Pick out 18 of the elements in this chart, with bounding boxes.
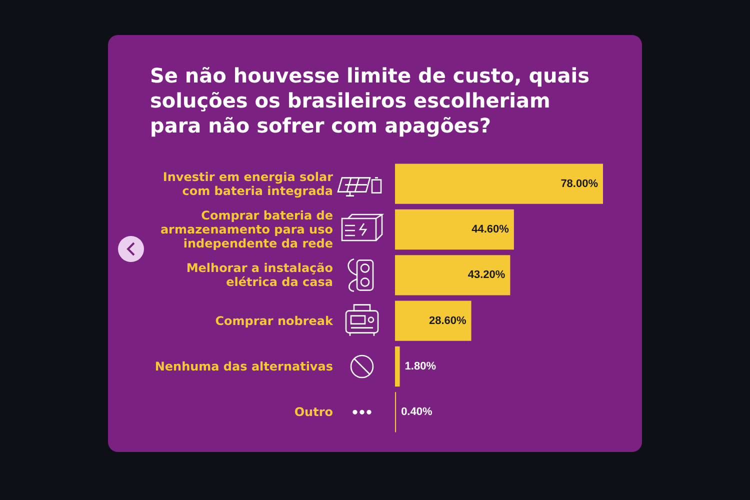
data-label: 1.80% [404, 360, 436, 372]
data-label: 28.60% [428, 314, 466, 327]
bar [395, 209, 514, 250]
y-tick-label: Comprar nobreak [215, 314, 334, 328]
chart-title: Se não houvesse limite de custo, quais soluções os brasileiros escolheriam para não sofrer com apagões? [150, 64, 590, 138]
y-tick-label: Melhorar a instalação elétrica da casa [186, 261, 333, 290]
data-label: 43.20% [468, 269, 506, 282]
data-label: 0.40% [401, 406, 432, 418]
y-tick-label: Nenhuma das alternativas [154, 360, 333, 374]
bar [395, 346, 400, 387]
y-tick-label: Investir em energia solar com bateria integrada [162, 170, 334, 198]
y-tick-label: Comprar bateria de armazenamento para uso independente da rede [160, 208, 333, 250]
data-label: 44.60% [472, 224, 510, 236]
data-label: 78.00% [560, 178, 598, 190]
bar [395, 300, 472, 341]
bar [395, 255, 510, 296]
y-tick-label: Outro [294, 405, 333, 420]
bar [395, 164, 603, 204]
